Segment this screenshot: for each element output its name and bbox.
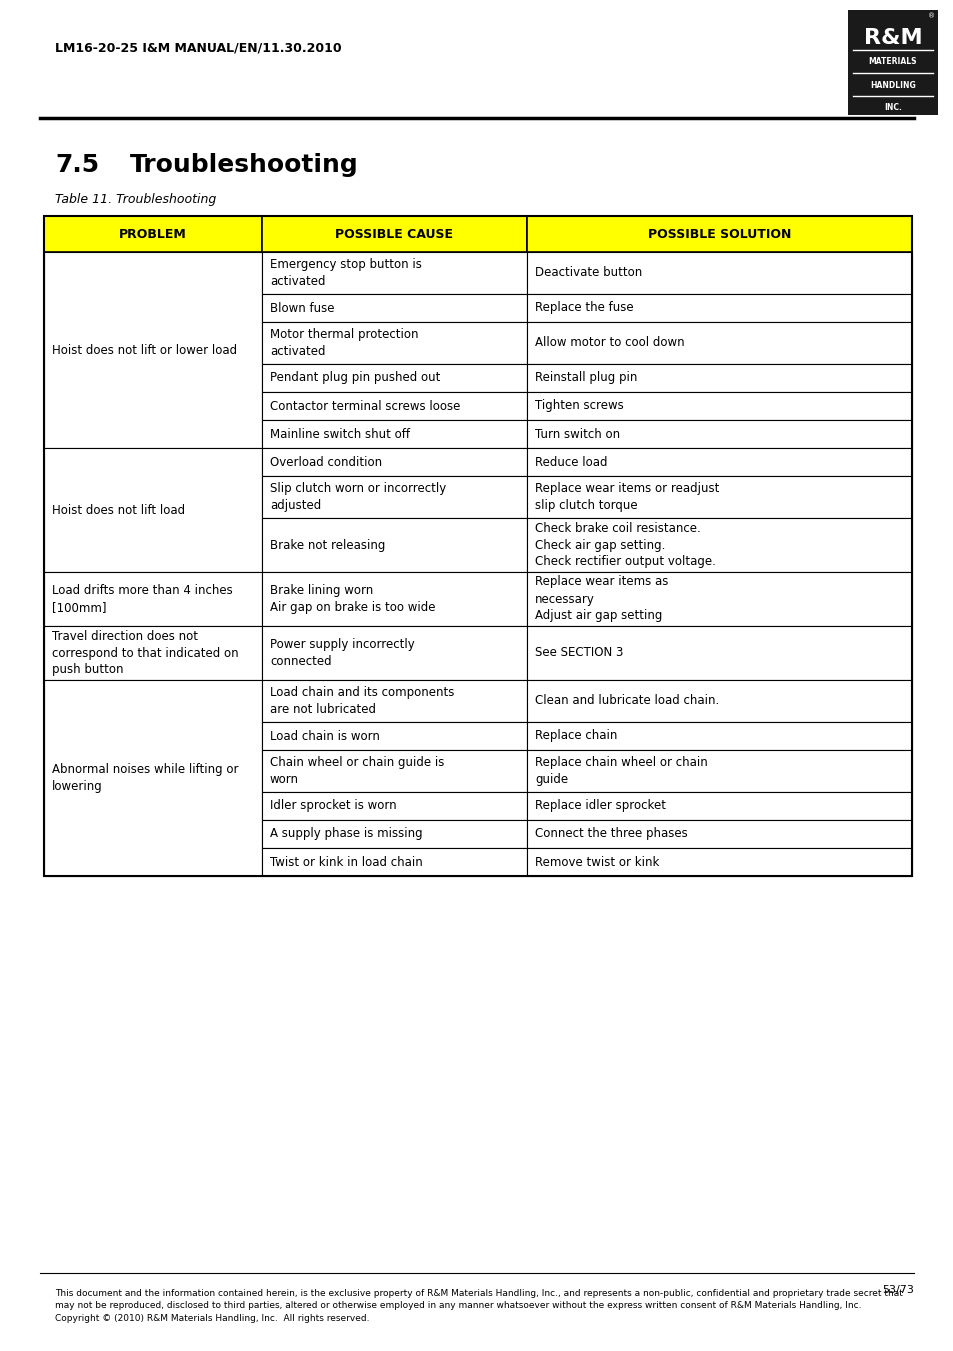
Bar (262, 680, 526, 721)
Text: Motor thermal protection
activated: Motor thermal protection activated (270, 328, 418, 358)
Text: POSSIBLE CAUSE: POSSIBLE CAUSE (335, 227, 453, 240)
Bar (526, 721, 911, 750)
Text: HANDLING: HANDLING (869, 81, 915, 89)
Text: MATERIALS: MATERIALS (868, 58, 916, 66)
Bar (262, 253, 526, 295)
Bar (262, 295, 526, 322)
Text: Connect the three phases: Connect the three phases (535, 828, 687, 840)
Text: Remove twist or kink: Remove twist or kink (535, 855, 659, 869)
Text: POSSIBLE SOLUTION: POSSIBLE SOLUTION (647, 227, 790, 240)
Text: Load chain is worn: Load chain is worn (270, 730, 379, 743)
Text: Twist or kink in load chain: Twist or kink in load chain (270, 855, 422, 869)
Text: Allow motor to cool down: Allow motor to cool down (535, 336, 684, 350)
Bar (262, 476, 526, 517)
Text: Abnormal noises while lifting or
lowering: Abnormal noises while lifting or lowerin… (52, 763, 238, 793)
Text: 7.5: 7.5 (55, 153, 99, 177)
Text: Table 11. Troubleshooting: Table 11. Troubleshooting (55, 193, 216, 207)
Bar (262, 322, 526, 363)
Bar (526, 363, 911, 392)
Bar (44, 449, 262, 571)
Text: Emergency stop button is
activated: Emergency stop button is activated (270, 258, 421, 288)
Bar (44, 253, 262, 449)
Text: R&M: R&M (862, 28, 922, 49)
Text: Replace chain: Replace chain (535, 730, 617, 743)
Bar (262, 820, 526, 848)
Text: This document and the information contained herein, is the exclusive property of: This document and the information contai… (55, 1289, 902, 1323)
Bar (262, 626, 526, 680)
Text: Travel direction does not
correspond to that indicated on
push button: Travel direction does not correspond to … (52, 630, 238, 677)
Text: Deactivate button: Deactivate button (535, 266, 641, 280)
Bar (526, 392, 911, 420)
Bar (44, 680, 262, 875)
Bar (526, 792, 911, 820)
Text: A supply phase is missing: A supply phase is missing (270, 828, 422, 840)
Bar (262, 216, 526, 253)
Bar (262, 792, 526, 820)
Text: Replace chain wheel or chain
guide: Replace chain wheel or chain guide (535, 757, 707, 786)
Text: Hoist does not lift or lower load: Hoist does not lift or lower load (52, 343, 237, 357)
Text: INC.: INC. (883, 103, 901, 112)
Text: Chain wheel or chain guide is
worn: Chain wheel or chain guide is worn (270, 757, 444, 786)
Bar (262, 750, 526, 792)
Text: Clean and lubricate load chain.: Clean and lubricate load chain. (535, 694, 719, 708)
Bar (44, 571, 262, 626)
Text: Troubleshooting: Troubleshooting (130, 153, 358, 177)
Text: Contactor terminal screws loose: Contactor terminal screws loose (270, 400, 460, 412)
Text: Mainline switch shut off: Mainline switch shut off (270, 427, 410, 440)
Bar (526, 626, 911, 680)
Bar (526, 449, 911, 476)
Text: Replace the fuse: Replace the fuse (535, 301, 633, 315)
Bar (526, 848, 911, 875)
Text: Blown fuse: Blown fuse (270, 301, 335, 315)
Text: ®: ® (927, 14, 935, 19)
Bar (262, 721, 526, 750)
Bar (526, 420, 911, 449)
Bar (526, 680, 911, 721)
Bar (526, 295, 911, 322)
Text: Slip clutch worn or incorrectly
adjusted: Slip clutch worn or incorrectly adjusted (270, 482, 446, 512)
Text: Tighten screws: Tighten screws (535, 400, 623, 412)
Text: Power supply incorrectly
connected: Power supply incorrectly connected (270, 638, 415, 667)
Bar (847, 9, 937, 115)
Text: LM16-20-25 I&M MANUAL/EN/11.30.2010: LM16-20-25 I&M MANUAL/EN/11.30.2010 (55, 42, 341, 54)
Text: Turn switch on: Turn switch on (535, 427, 619, 440)
Bar (526, 517, 911, 571)
Text: Load drifts more than 4 inches
[100mm]: Load drifts more than 4 inches [100mm] (52, 584, 233, 613)
Text: Overload condition: Overload condition (270, 455, 382, 469)
Bar (44, 216, 911, 875)
Text: Brake not releasing: Brake not releasing (270, 539, 385, 551)
Bar (526, 476, 911, 517)
Bar (262, 449, 526, 476)
Text: Idler sprocket is worn: Idler sprocket is worn (270, 800, 396, 812)
Bar (262, 571, 526, 626)
Bar (526, 571, 911, 626)
Text: See SECTION 3: See SECTION 3 (535, 647, 622, 659)
Text: Reinstall plug pin: Reinstall plug pin (535, 372, 637, 385)
Text: Brake lining worn
Air gap on brake is too wide: Brake lining worn Air gap on brake is to… (270, 584, 435, 613)
Text: Check brake coil resistance.
Check air gap setting.
Check rectifier output volta: Check brake coil resistance. Check air g… (535, 521, 715, 569)
Text: Hoist does not lift load: Hoist does not lift load (52, 504, 185, 516)
Text: Reduce load: Reduce load (535, 455, 607, 469)
Text: Replace idler sprocket: Replace idler sprocket (535, 800, 665, 812)
Bar (44, 626, 262, 680)
Text: PROBLEM: PROBLEM (119, 227, 187, 240)
Bar (262, 420, 526, 449)
Text: Pendant plug pin pushed out: Pendant plug pin pushed out (270, 372, 440, 385)
Bar (526, 820, 911, 848)
Text: Replace wear items as
necessary
Adjust air gap setting: Replace wear items as necessary Adjust a… (535, 576, 668, 623)
Text: Load chain and its components
are not lubricated: Load chain and its components are not lu… (270, 686, 454, 716)
Bar (526, 322, 911, 363)
Bar (526, 750, 911, 792)
Bar (44, 216, 262, 253)
Bar (526, 253, 911, 295)
Bar (262, 392, 526, 420)
Bar (526, 216, 911, 253)
Bar (262, 517, 526, 571)
Bar (262, 363, 526, 392)
Text: Replace wear items or readjust
slip clutch torque: Replace wear items or readjust slip clut… (535, 482, 719, 512)
Bar (262, 848, 526, 875)
Text: 53/73: 53/73 (882, 1285, 913, 1296)
